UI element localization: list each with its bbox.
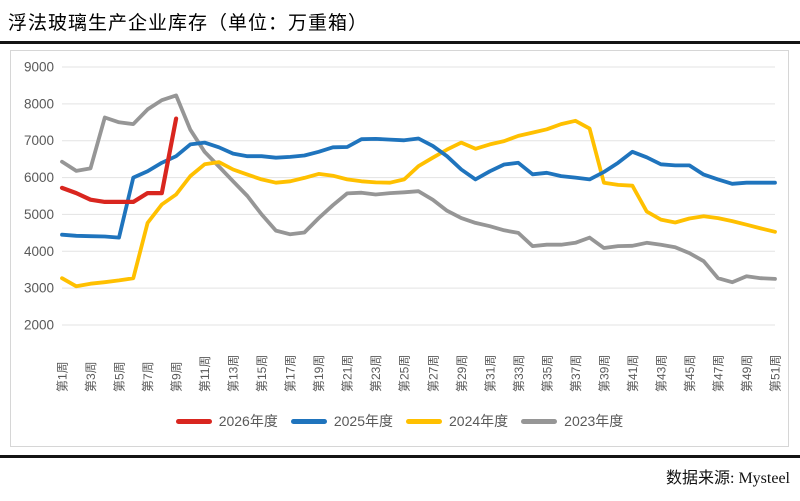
y-axis-tick-label: 6000 <box>24 170 54 185</box>
y-axis-tick-label: 3000 <box>24 281 54 296</box>
series-line-2023 <box>60 93 777 285</box>
x-axis-tick-label: 第37周 <box>569 355 583 392</box>
series-line-2026 <box>59 116 179 204</box>
legend-label: 2025年度 <box>333 413 393 429</box>
legend-swatch <box>521 418 558 424</box>
x-axis-tick-label: 第19周 <box>312 355 326 392</box>
legend-label: 2024年度 <box>449 413 509 429</box>
y-axis-tick-label: 5000 <box>24 207 54 222</box>
y-axis-tick-label: 9000 <box>24 60 54 75</box>
x-axis-tick-label: 第33周 <box>512 355 526 392</box>
y-axis-tick-label: 4000 <box>24 244 54 259</box>
x-axis-tick-label: 第1周 <box>56 361 70 392</box>
x-axis-tick-label: 第27周 <box>426 355 440 392</box>
x-axis-tick-label: 第41周 <box>626 355 640 392</box>
y-axis-tick-label: 7000 <box>24 133 54 148</box>
x-axis-tick-label: 第13周 <box>227 355 241 392</box>
series-line-2025 <box>60 136 777 240</box>
legend-swatch <box>406 418 442 424</box>
x-axis-tick-label: 第51周 <box>769 355 783 392</box>
x-axis-tick-label: 第25周 <box>398 355 412 392</box>
x-axis-tick-label: 第39周 <box>597 355 611 392</box>
x-axis-tick-label: 第7周 <box>141 361 155 392</box>
x-axis-tick-label: 第35周 <box>540 355 554 392</box>
x-axis-tick-label: 第43周 <box>654 355 668 392</box>
bottom-divider <box>0 455 800 458</box>
legend-item-2025: 2025年度 <box>290 411 393 431</box>
y-axis-tick-label: 2000 <box>24 318 54 333</box>
inventory-line-chart: 9000 8000 7000 6000 5000 4000 3000 2000 第1周 第3周 第5… <box>24 60 783 393</box>
x-axis-tick-label: 第31周 <box>483 355 497 392</box>
x-axis-tick-label: 第17周 <box>284 355 298 392</box>
legend-label: 2026年度 <box>218 413 278 429</box>
x-axis-tick-label: 第29周 <box>455 355 469 392</box>
x-axis-tick-label: 第9周 <box>170 361 184 392</box>
legend-swatch <box>290 418 327 424</box>
chart-legend: 2026年度 2025年度 2024年度 2023年度 <box>11 411 788 431</box>
legend-label: 2023年度 <box>564 413 624 429</box>
legend-swatch <box>175 418 212 424</box>
x-axis-tick-label: 第47周 <box>711 355 725 392</box>
legend-item-2026: 2026年度 <box>175 411 278 431</box>
series-line-2024 <box>60 118 777 289</box>
legend-item-2023: 2023年度 <box>521 411 623 431</box>
top-divider <box>0 41 800 44</box>
x-axis-tick-label: 第21周 <box>341 355 355 392</box>
x-axis-tick-label: 第11周 <box>198 356 212 392</box>
page-title: 浮法玻璃生产企业库存（单位：万重箱） <box>8 13 369 34</box>
x-axis-tick-label: 第5周 <box>113 361 127 392</box>
x-axis-tick-label: 第45周 <box>683 355 697 392</box>
legend-item-2024: 2024年度 <box>406 411 508 431</box>
x-axis-tick-label: 第15周 <box>255 355 269 392</box>
y-axis-tick-label: 8000 <box>24 96 54 111</box>
data-source-label: 数据来源: Mysteel <box>666 470 790 487</box>
x-axis-tick-label: 第49周 <box>740 355 754 392</box>
x-axis-tick-label: 第3周 <box>84 361 98 392</box>
chart-panel: 9000 8000 7000 6000 5000 4000 3000 2000 第1周 第3周 第5… <box>10 50 789 447</box>
x-axis-tick-label: 第23周 <box>369 355 383 392</box>
